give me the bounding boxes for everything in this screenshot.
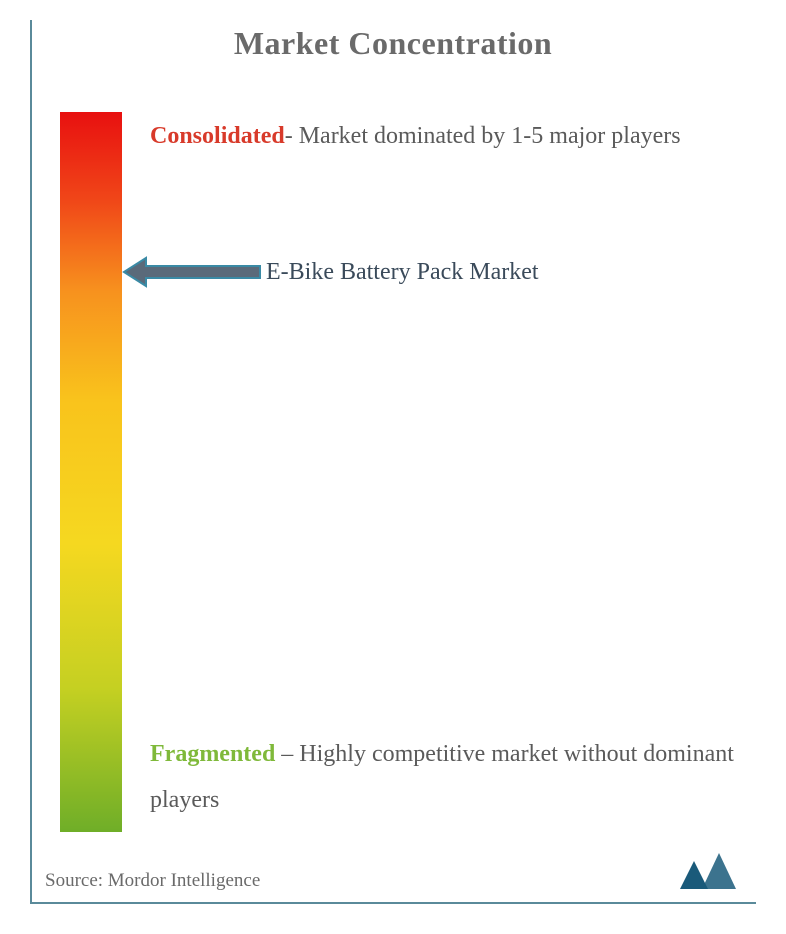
consolidated-block: Consolidated- Market dominated by 1-5 ma… <box>150 114 736 160</box>
concentration-gradient-bar <box>60 112 122 832</box>
fragmented-label: Fragmented <box>150 741 275 767</box>
consolidated-description: - Market dominated by 1-5 major players <box>285 123 681 149</box>
market-name-label: E-Bike Battery Pack Market <box>266 259 539 286</box>
content-area: Consolidated- Market dominated by 1-5 ma… <box>60 112 746 852</box>
chart-container: Market Concentration Consolidated- Marke… <box>0 0 786 934</box>
logo-icon <box>680 851 736 889</box>
consolidated-label: Consolidated <box>150 123 285 149</box>
arrow-left-icon <box>122 252 262 292</box>
source-attribution: Source: Mordor Intelligence <box>45 870 260 892</box>
fragmented-block: Fragmented – Highly competitive market w… <box>150 732 736 823</box>
brand-logo <box>680 851 736 894</box>
market-pointer: E-Bike Battery Pack Market <box>122 252 539 292</box>
